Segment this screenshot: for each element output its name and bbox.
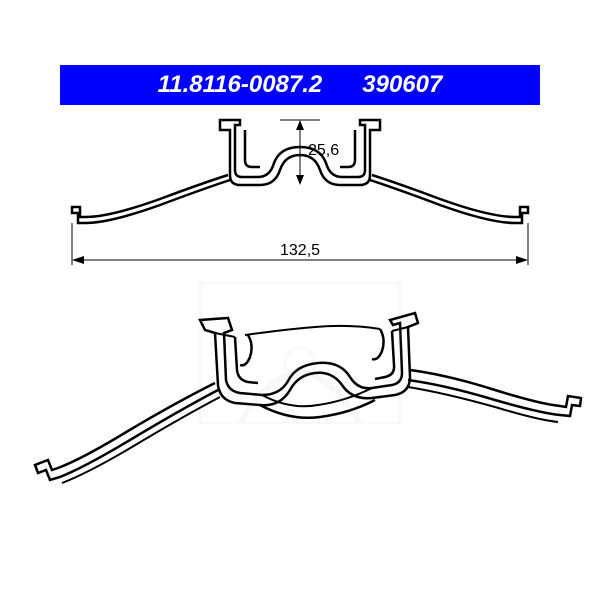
- part-number: 11.8116-0087.2: [158, 71, 323, 99]
- vertical-dimension: 25,6: [280, 120, 339, 185]
- width-dimension-label: 132,5: [280, 242, 320, 259]
- technical-drawing: 25,6 132,5: [0, 105, 600, 600]
- height-dimension-label: 25,6: [308, 142, 339, 159]
- horizontal-dimension: 132,5: [72, 223, 528, 265]
- header-bar: 11.8116-0087.2 390607: [60, 65, 540, 105]
- part-code: 390607: [362, 71, 442, 99]
- drawing-svg: 25,6 132,5: [0, 105, 600, 600]
- diagram-container: 11.8116-0087.2 390607: [0, 0, 600, 600]
- perspective-view: [35, 313, 581, 483]
